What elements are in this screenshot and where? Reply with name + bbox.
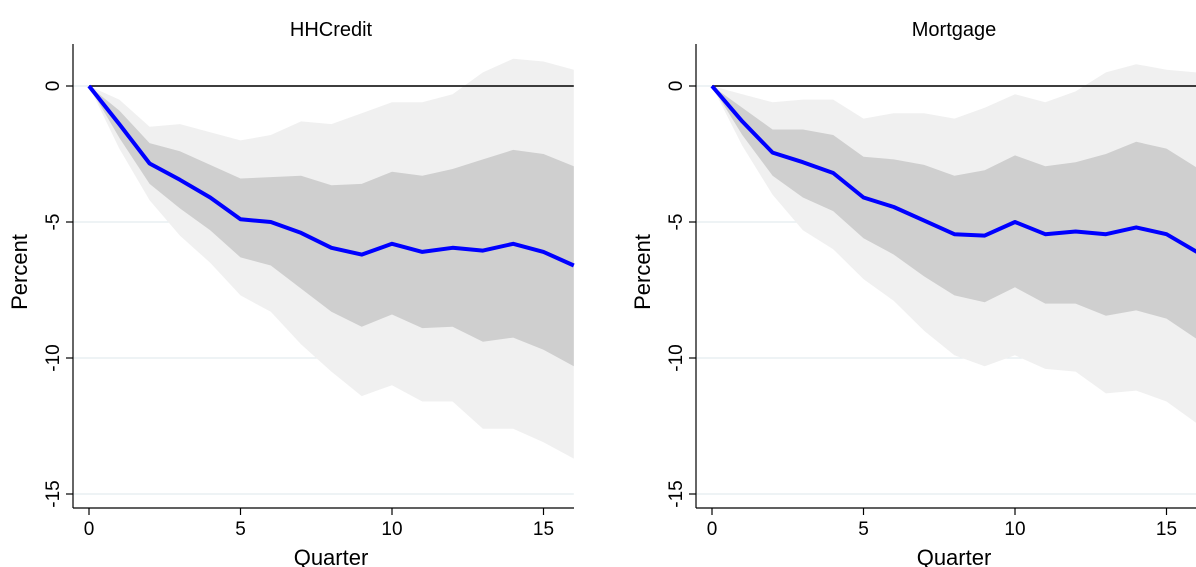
y-axis-label: Percent	[7, 234, 32, 310]
irf-line	[87, 84, 575, 268]
x-tick-label: 5	[858, 519, 869, 540]
y-axis-label: Percent	[630, 234, 655, 310]
x-tick-label: 15	[533, 519, 554, 540]
x-tick-label: 10	[1004, 519, 1025, 540]
panel-hhcredit: HHCredit Quarter Percent 0 -5 -10 -15 0 5 10 15	[7, 19, 575, 567]
x-tick-label: 0	[707, 519, 718, 540]
y-tick-label: -5	[43, 214, 64, 231]
plot-area	[696, 64, 1196, 495]
chart-title: HHCredit	[290, 19, 373, 41]
confidence-band-inner	[89, 86, 574, 367]
x-tick-label: 5	[235, 519, 246, 540]
confidence-band-inner	[712, 86, 1196, 339]
x-tick-label: 10	[381, 519, 402, 540]
y-tick-label: -5	[666, 214, 687, 231]
x-axis-label: Quarter	[294, 545, 369, 567]
y-tick-label: -10	[666, 344, 687, 371]
irf-line	[710, 84, 1196, 254]
x-axis-label: Quarter	[917, 545, 992, 567]
y-tick-label: 0	[666, 81, 687, 92]
y-tick-label: -10	[43, 344, 64, 371]
plot-area	[73, 58, 575, 495]
y-tick-label: -15	[43, 480, 64, 507]
panel-mortgage: Mortgage Quarter Percent 0 -5 -10 -15 0 5 10 15	[630, 19, 1196, 567]
x-tick-label: 15	[1156, 519, 1177, 540]
x-tick-label: 0	[84, 519, 95, 540]
y-tick-label: 0	[43, 81, 64, 92]
y-tick-label: -15	[666, 480, 687, 507]
chart-title: Mortgage	[912, 19, 997, 41]
